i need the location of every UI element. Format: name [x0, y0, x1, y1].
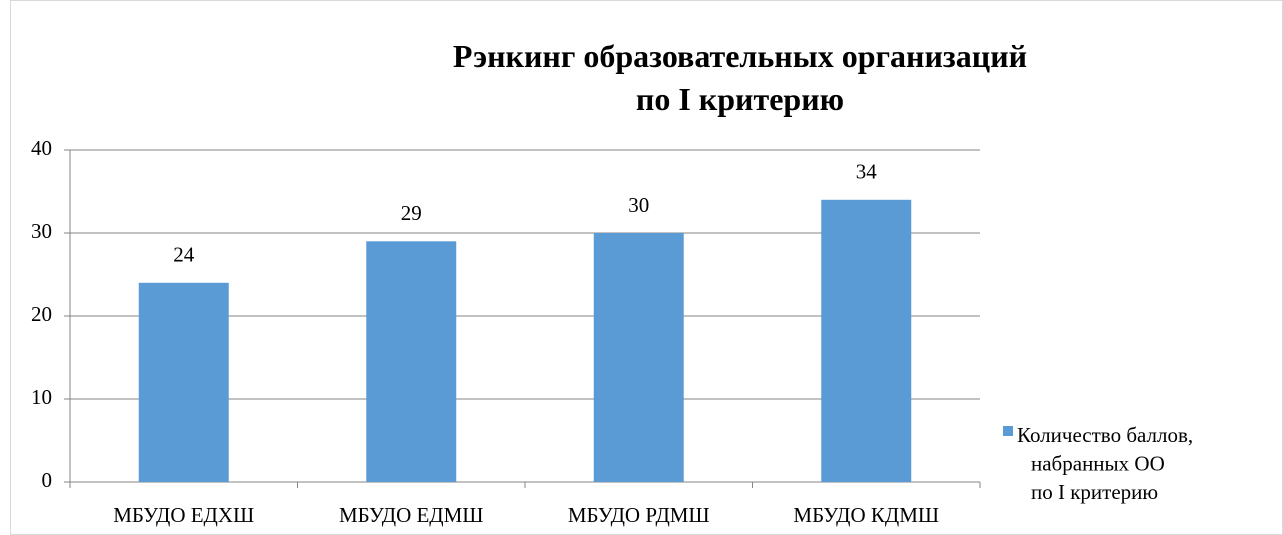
bar	[366, 241, 457, 482]
y-tick-label: 40	[31, 136, 52, 160]
chart-title: Рэнкинг образовательных организаций по I …	[453, 38, 1027, 117]
data-label: 30	[628, 193, 649, 217]
data-label: 29	[401, 201, 422, 225]
bar	[821, 199, 912, 483]
y-tick-label: 20	[31, 302, 52, 326]
text-line: по I критерию	[636, 81, 844, 117]
bar	[138, 282, 229, 482]
y-tick-label: 0	[42, 468, 53, 492]
y-tick-label: 10	[31, 385, 52, 409]
data-label: 34	[856, 160, 878, 184]
bar	[593, 233, 684, 482]
text-line: набранных ОО	[1031, 451, 1165, 475]
legend-label: Количество баллов, набранных ОО по I крите…	[1017, 423, 1193, 504]
x-tick-label: МБУДО РДМШ	[568, 503, 710, 527]
data-label: 24	[173, 243, 195, 267]
legend-swatch	[1003, 426, 1013, 436]
text-line: Количество баллов,	[1017, 423, 1193, 447]
x-tick-label: МБУДО КДМШ	[793, 503, 939, 527]
x-tick-label: МБУДО ЕДХШ	[113, 503, 254, 527]
y-tick-label: 30	[31, 219, 52, 243]
x-tick-label: МБУДО ЕДМШ	[339, 503, 484, 527]
text-line: по I критерию	[1031, 480, 1158, 504]
text-line: Рэнкинг образовательных организаций	[453, 38, 1027, 74]
